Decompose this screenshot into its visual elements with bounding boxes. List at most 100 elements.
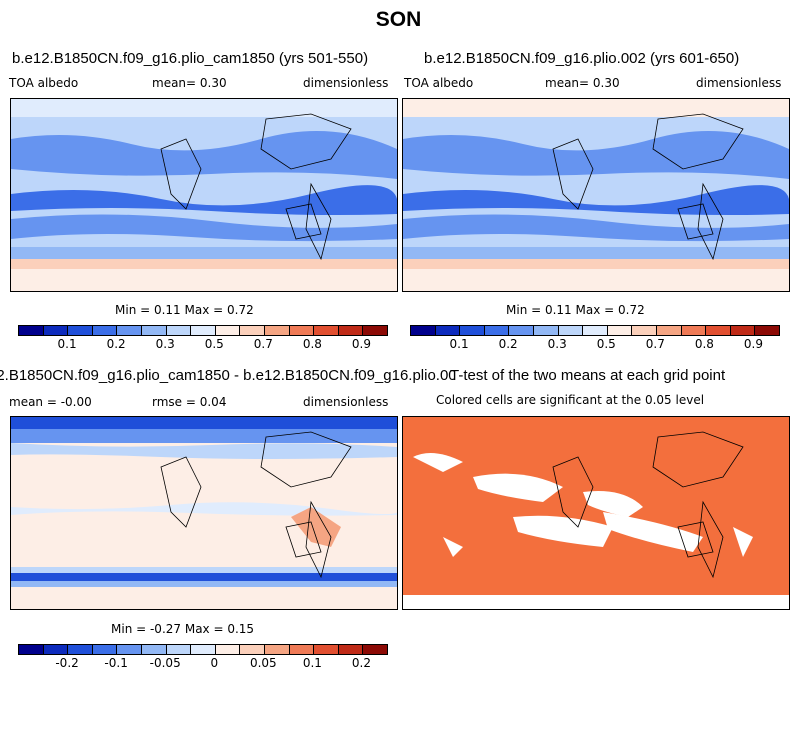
p1-south-band: [11, 214, 397, 242]
colorbar-swatch: [215, 326, 241, 335]
panel1-units: dimensionless: [303, 76, 389, 90]
panel1-colorbar: [18, 325, 388, 336]
p1-antarctic-ice: [11, 269, 397, 291]
colorbar-swatch: [338, 326, 364, 335]
colorbar-swatch: [191, 326, 216, 335]
p4-coastlines: [552, 431, 744, 579]
colorbar-swatch: [141, 645, 167, 654]
colorbar-swatch: [289, 326, 315, 335]
colorbar-swatch: [706, 326, 731, 335]
panel1-minmax: Min = 0.11 Max = 0.72: [115, 303, 254, 317]
colorbar-tick-label: 0.8: [302, 337, 322, 351]
colorbar-swatch: [363, 645, 387, 654]
panel2-variable: TOA albedo: [404, 76, 474, 90]
colorbar-swatch: [43, 645, 69, 654]
colorbar-tick-label: -0.2: [55, 656, 79, 670]
panel2-units: dimensionless: [696, 76, 782, 90]
colorbar-tick-label: 0.8: [694, 337, 714, 351]
panel3-mean: mean = -0.00: [9, 395, 92, 409]
colorbar-swatch: [484, 326, 510, 335]
colorbar-swatch: [141, 326, 167, 335]
colorbar-swatch: [19, 645, 44, 654]
panel1-title: b.e12.B1850CN.f09_g16.plio_cam1850 (yrs …: [12, 50, 369, 67]
panel2-map: [402, 98, 790, 292]
colorbar-swatch: [240, 326, 265, 335]
colorbar-tick-label: 0.9: [743, 337, 763, 351]
colorbar-swatch: [43, 326, 69, 335]
colorbar-tick-label: 0.1: [302, 656, 322, 670]
colorbar-tick-label: 0.05: [249, 656, 277, 670]
colorbar-tick-label: 0.7: [253, 337, 273, 351]
colorbar-swatch: [338, 645, 364, 654]
colorbar-swatch: [289, 645, 315, 654]
colorbar-tick-label: 0.9: [351, 337, 371, 351]
colorbar-swatch: [632, 326, 657, 335]
p2-coastlines: [552, 113, 744, 261]
panel3-map: [10, 416, 398, 610]
panel3-rmse: rmse = 0.04: [152, 395, 227, 409]
colorbar-swatch: [92, 326, 118, 335]
p2-arctic: [403, 99, 789, 117]
colorbar-tick-label: 0.3: [155, 337, 175, 351]
panel4-title: T-test of the two means at each grid poi…: [450, 367, 726, 384]
p3-arctic-mid: [11, 429, 397, 443]
p2-antarctic-ice: [403, 269, 789, 291]
panel3-title: b.e12.B1850CN.f09_g16.plio_cam1850 - b.e…: [0, 367, 455, 384]
p3-arctic-weak: [11, 443, 397, 459]
colorbar-swatch: [314, 326, 339, 335]
colorbar-swatch: [681, 326, 707, 335]
page-title: SON: [375, 8, 422, 31]
colorbar-swatch: [755, 326, 779, 335]
colorbar-tick-label: -0.1: [104, 656, 128, 670]
p2-south-band: [403, 214, 789, 242]
panel1-map: [10, 98, 398, 292]
p2-itcz: [403, 185, 789, 215]
colorbar-tick-label: 0.1: [57, 337, 77, 351]
colorbar-swatch: [314, 645, 339, 654]
colorbar-tick-label: 0.7: [645, 337, 665, 351]
p3-so-mid: [11, 581, 397, 587]
colorbar-swatch: [533, 326, 559, 335]
p2-so-storm: [403, 247, 789, 261]
p1-itcz: [11, 185, 397, 215]
colorbar-swatch: [411, 326, 436, 335]
panel1-variable: TOA albedo: [9, 76, 79, 90]
colorbar-swatch: [264, 326, 290, 335]
panel4-subtitle: Colored cells are significant at the 0.0…: [436, 393, 705, 407]
colorbar-swatch: [117, 645, 142, 654]
p1-coastlines: [160, 113, 352, 261]
colorbar-swatch: [215, 645, 241, 654]
colorbar-tick-label: 0.2: [351, 656, 371, 670]
p1-so-storm: [11, 247, 397, 261]
colorbar-swatch: [92, 645, 118, 654]
panel1-mean: mean= 0.30: [152, 76, 227, 90]
colorbar-tick-label: 0.5: [596, 337, 616, 351]
colorbar-tick-label: 0: [210, 656, 219, 670]
panel3-colorbar: [18, 644, 388, 655]
colorbar-swatch: [730, 326, 756, 335]
colorbar-swatch: [19, 326, 44, 335]
p3-so-weak: [11, 567, 397, 573]
panel3-units: dimensionless: [303, 395, 389, 409]
panel3-minmax: Min = -0.27 Max = 0.15: [111, 622, 255, 636]
panel2-colorbar: [410, 325, 780, 336]
colorbar-swatch: [68, 645, 93, 654]
colorbar-swatch: [68, 326, 93, 335]
panel2-mean: mean= 0.30: [545, 76, 620, 90]
p3-samerica-pos: [291, 507, 341, 547]
colorbar-tick-label: -0.05: [149, 656, 181, 670]
colorbar-tick-label: 0.1: [449, 337, 469, 351]
colorbar-tick-label: 0.2: [498, 337, 518, 351]
panel3-title-clip: b.e12.B1850CN.f09_g16.plio_cam1850 - b.e…: [0, 367, 455, 387]
colorbar-swatch: [117, 326, 142, 335]
colorbar-tick-label: 0.3: [547, 337, 567, 351]
panel4-map: [402, 416, 790, 610]
colorbar-swatch: [656, 326, 682, 335]
colorbar-swatch: [558, 326, 584, 335]
colorbar-swatch: [509, 326, 534, 335]
p1-arctic: [11, 99, 397, 117]
p4-significant-area: [403, 417, 789, 609]
panel2-minmax: Min = 0.11 Max = 0.72: [506, 303, 645, 317]
colorbar-tick-label: 0.5: [204, 337, 224, 351]
p3-arctic-strong: [11, 417, 397, 429]
